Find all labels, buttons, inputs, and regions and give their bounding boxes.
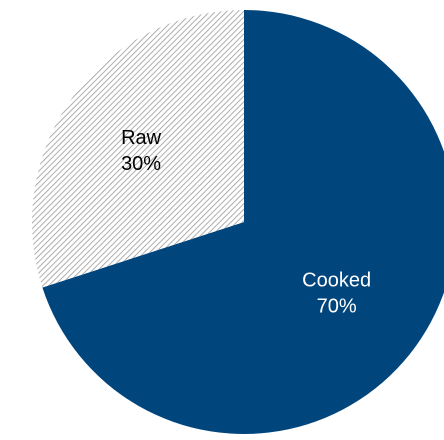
slice-label-raw: Raw: [121, 127, 162, 149]
slice-value-cooked: 70%: [317, 295, 357, 317]
slices-group: [31, 10, 444, 434]
slice-value-raw: 30%: [121, 153, 161, 175]
pie-slice-cooked: [42, 10, 444, 434]
labels-group: Cooked 70% Raw 30%: [121, 127, 371, 317]
pie-slice-raw: [31, 10, 244, 288]
slice-label-cooked: Cooked: [302, 269, 371, 291]
